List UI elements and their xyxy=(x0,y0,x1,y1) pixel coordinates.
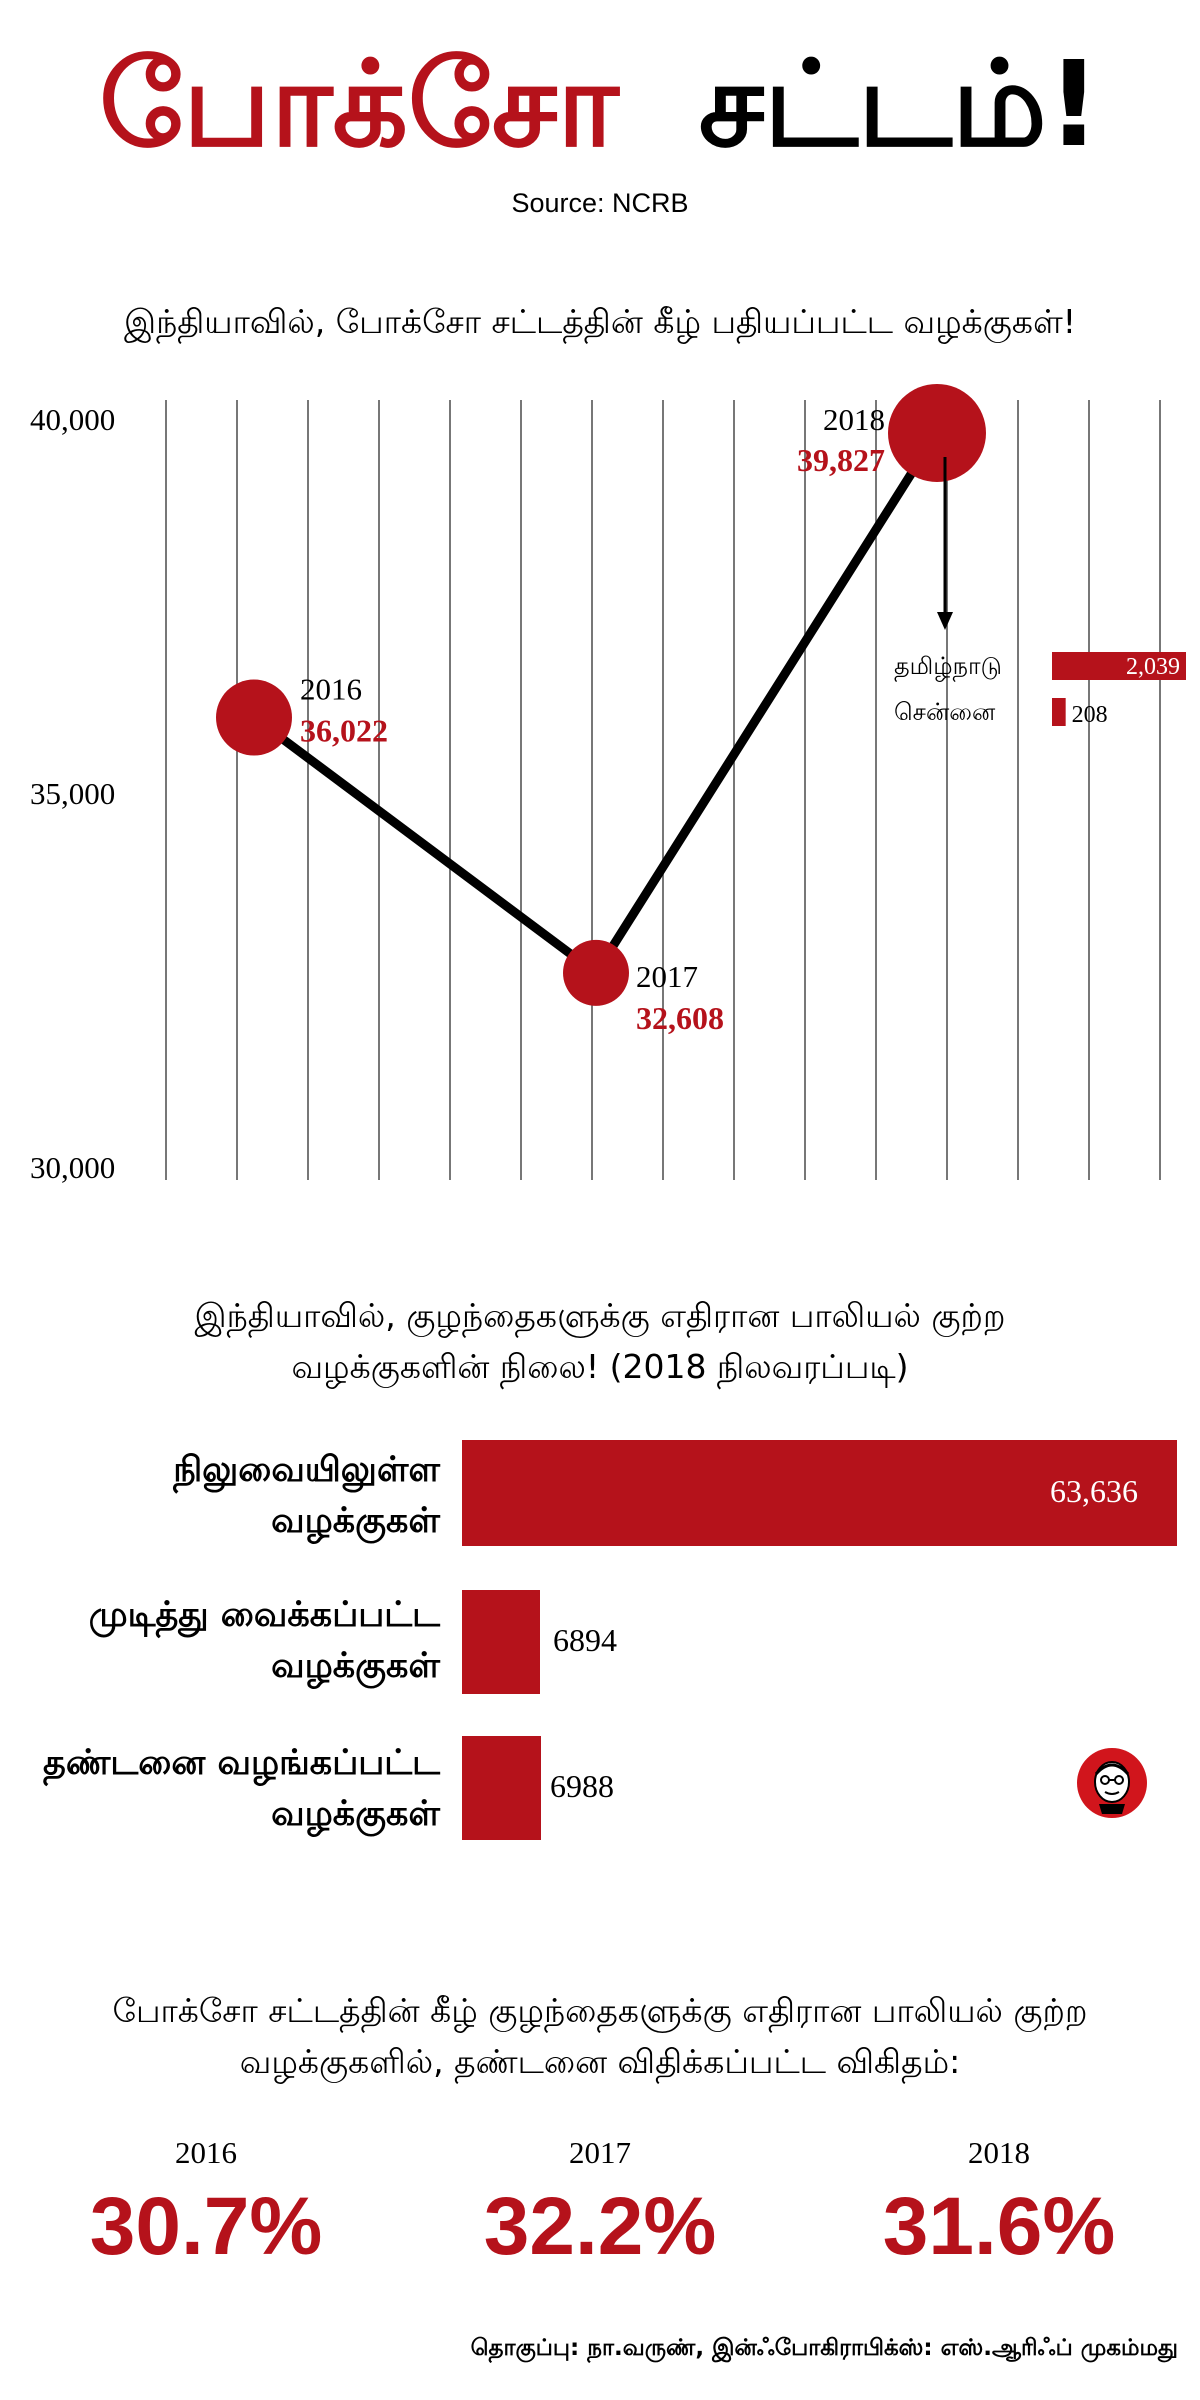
year-label-2017: 2017 xyxy=(636,959,698,994)
bar-label-line1: முடித்து வைக்கப்பட்ட xyxy=(88,1595,440,1635)
y-tick-label: 30,000 xyxy=(30,1150,115,1185)
bar-label-pending: நிலுவையிலுள்ள வழக்குகள் xyxy=(0,1445,440,1547)
bar-chart-heading: இந்தியாவில், குழந்தைகளுக்கு எதிரான பாலிய… xyxy=(0,1290,1200,1392)
rate-year-2018: 2018 xyxy=(968,2135,1030,2170)
inset-value-label: 2,039 xyxy=(1126,654,1180,680)
value-label-2017: 32,608 xyxy=(636,1000,724,1036)
bar-pending xyxy=(462,1440,1177,1546)
title-part1: போக்சோ xyxy=(99,35,619,173)
rate-heading-line1: போக்சோ சட்டத்தின் கீழ் குழந்தைகளுக்கு எத… xyxy=(112,1991,1088,2030)
value-label-2018: 39,827 xyxy=(797,442,885,478)
inset-category-label: தமிழ்நாடு xyxy=(894,652,1002,682)
bar-label-convicted: தண்டனை வழங்கப்பட்ட வழக்குகள் xyxy=(0,1738,440,1840)
rate-value-2016: 30.7% xyxy=(89,2181,323,2272)
mascot-logo-icon xyxy=(1077,1748,1147,1818)
bar-value-closed: 6894 xyxy=(553,1622,617,1658)
bar-closed xyxy=(462,1590,540,1694)
bar-chart-heading-line1: இந்தியாவில், குழந்தைகளுக்கு எதிரான பாலிய… xyxy=(194,1296,1006,1335)
bar-value-pending: 63,636 xyxy=(1050,1473,1138,1509)
rate-value-2017: 32.2% xyxy=(483,2181,717,2272)
bar-label-line1: தண்டனை வழங்கப்பட்ட xyxy=(43,1743,440,1783)
bar-label-line2: வழக்குகள் xyxy=(271,1645,440,1686)
source-note: Source: NCRB xyxy=(511,188,689,218)
y-tick-label: 40,000 xyxy=(30,402,115,437)
y-tick-label: 35,000 xyxy=(30,776,115,811)
year-label-2018: 2018 xyxy=(823,402,885,437)
inset-category-label: சென்னை xyxy=(894,698,996,726)
credit-line: தொகுப்பு: நா.வருண், இன்ஃபோகிராபிக்ஸ்: எஸ… xyxy=(470,2335,1178,2361)
data-point-2017 xyxy=(563,939,629,1006)
bar-chart-heading-line2: வழக்குகளின் நிலை! (2018 நிலவரப்படி) xyxy=(291,1347,909,1387)
rate-heading: போக்சோ சட்டத்தின் கீழ் குழந்தைகளுக்கு எத… xyxy=(0,1985,1200,2087)
title-part2: சட்டம்! xyxy=(698,35,1101,173)
page-title: போக்சோ சட்டம்! xyxy=(0,39,1200,170)
bar-label-line2: வழக்குகள் xyxy=(271,1500,440,1541)
bar-value-convicted: 6988 xyxy=(550,1768,614,1804)
rate-value-2018: 31.6% xyxy=(882,2181,1116,2272)
bar-label-line2: வழக்குகள் xyxy=(271,1793,440,1834)
value-label-2016: 36,022 xyxy=(300,713,388,749)
rate-year-2016: 2016 xyxy=(175,2135,237,2170)
line-chart: 40,000 35,000 30,000 2016 36,022 2017 32,608 2… xyxy=(30,383,1186,1185)
inset-value-label: 208 xyxy=(1072,702,1108,728)
line-chart-heading: இந்தியாவில், போக்சோ சட்டத்தின் கீழ் பதிய… xyxy=(123,302,1077,341)
year-label-2016: 2016 xyxy=(300,672,362,707)
data-point-2016 xyxy=(216,679,292,756)
inset-bar xyxy=(1052,652,1186,680)
rate-heading-line2: வழக்குகளில், தண்டனை விதிக்கப்பட்ட விகிதம… xyxy=(239,2042,961,2082)
arrow-head xyxy=(937,612,953,630)
bar-label-closed: முடித்து வைக்கப்பட்ட வழக்குகள் xyxy=(0,1590,440,1692)
bar-convicted xyxy=(462,1736,541,1840)
inset-bar xyxy=(1052,698,1066,726)
rate-year-2017: 2017 xyxy=(569,2135,631,2170)
data-point-2018 xyxy=(888,383,986,482)
bar-label-line1: நிலுவையிலுள்ள xyxy=(173,1450,440,1490)
